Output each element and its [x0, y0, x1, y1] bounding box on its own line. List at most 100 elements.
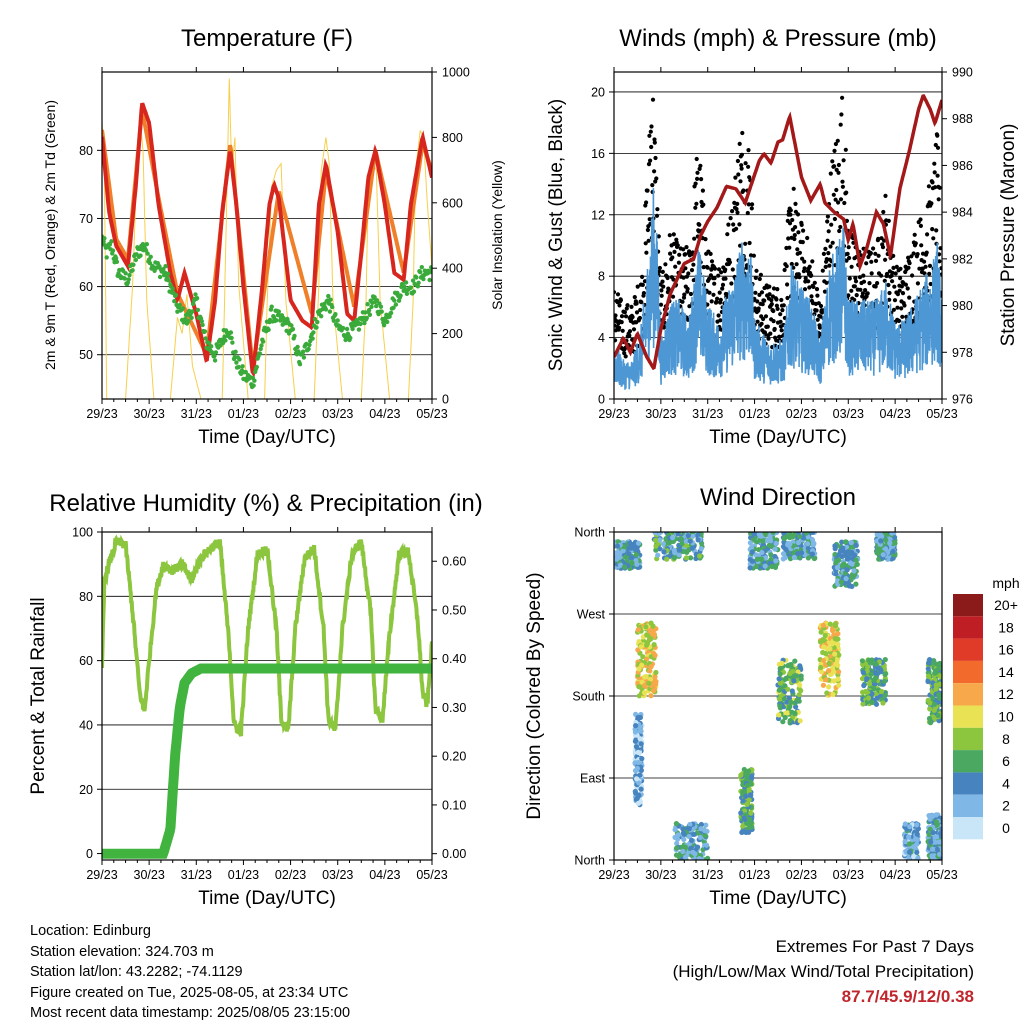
gust-point — [614, 313, 618, 318]
gust-point — [927, 263, 933, 268]
direction-point — [759, 550, 765, 556]
extremes-title: Extremes For Past 7 Days — [775, 937, 974, 956]
direction-point — [791, 678, 797, 684]
dewpoint-point — [157, 274, 163, 280]
colorbar-label: 16 — [998, 642, 1014, 658]
direction-point — [864, 676, 870, 682]
direction-point — [935, 712, 941, 719]
plot-frame — [101, 531, 433, 861]
gust-point — [753, 275, 758, 280]
gust-point — [826, 251, 831, 256]
direction-point — [860, 689, 866, 696]
gust-point — [846, 245, 851, 250]
dewpoint-point — [274, 318, 279, 323]
gust-point — [792, 236, 797, 242]
gust-point — [772, 326, 777, 332]
gust-point — [691, 262, 696, 267]
gust-point — [687, 304, 692, 309]
gust-point — [771, 286, 777, 291]
gust-point — [858, 287, 863, 292]
direction-point — [930, 695, 936, 701]
dewpoint-point — [374, 298, 380, 303]
direction-point — [628, 543, 634, 549]
dewpoint-point — [421, 276, 426, 282]
direction-point — [746, 821, 753, 828]
dewpoint-point — [209, 344, 214, 349]
direction-point — [635, 647, 641, 653]
direction-point — [688, 555, 694, 561]
x-axis-label: Time (Day/UTC) — [198, 888, 336, 909]
colorbar-label: 8 — [1002, 731, 1010, 747]
dewpoint-point — [229, 335, 234, 341]
direction-point — [848, 539, 854, 546]
direction-point — [932, 834, 938, 840]
colorbar-swatch — [953, 594, 983, 617]
gust-point — [794, 262, 799, 267]
gust-point — [716, 273, 721, 278]
gust-point — [741, 188, 746, 193]
dewpoint-point — [378, 304, 384, 309]
direction-point — [824, 690, 830, 696]
y-tick-label: 20 — [79, 783, 93, 797]
gust-point — [692, 236, 697, 241]
gust-point — [814, 287, 820, 292]
gust-point — [740, 130, 745, 136]
gust-point — [712, 281, 717, 286]
gust-point — [684, 245, 689, 250]
y2-tick-label: 980 — [952, 299, 973, 313]
direction-point — [780, 719, 786, 725]
gust-point — [907, 261, 912, 266]
gust-point — [758, 272, 764, 277]
y-tick-label: West — [577, 608, 606, 622]
direction-point — [783, 676, 789, 682]
gust-point — [886, 282, 891, 288]
gust-point — [617, 303, 622, 308]
direction-point — [832, 551, 838, 558]
direction-point — [674, 845, 680, 851]
dewpoint-point — [130, 268, 135, 273]
direction-point — [637, 772, 643, 778]
direction-point — [839, 539, 845, 545]
direction-point — [635, 800, 642, 806]
gust-point — [688, 291, 694, 297]
direction-point — [836, 552, 842, 558]
gust-point — [894, 264, 899, 269]
dewpoint-point — [402, 284, 407, 290]
gust-point — [828, 171, 833, 176]
colorbar-swatch — [953, 817, 983, 840]
direction-point — [768, 552, 774, 558]
direction-point — [635, 540, 642, 546]
gust-point — [676, 260, 682, 265]
gust-point — [736, 172, 741, 177]
gust-point — [673, 264, 678, 269]
direction-point — [678, 536, 684, 542]
direction-point — [785, 686, 791, 692]
humidity-line — [102, 534, 432, 737]
colorbar-swatch — [953, 638, 983, 661]
direction-point — [937, 673, 942, 679]
direction-point — [839, 563, 846, 569]
direction-point — [915, 855, 921, 860]
gust-point — [720, 286, 725, 291]
dewpoint-point — [203, 336, 208, 341]
gust-point — [641, 291, 647, 296]
location-text: Location: Edinburg — [30, 923, 151, 939]
direction-point — [647, 668, 653, 674]
direction-point — [912, 836, 918, 842]
y-tick-label: 60 — [79, 280, 93, 294]
direction-point — [832, 546, 838, 552]
gust-point — [723, 276, 728, 281]
gust-point — [795, 212, 801, 217]
gust-point — [779, 297, 784, 303]
gust-point — [730, 267, 735, 272]
direction-point — [876, 556, 882, 562]
gust-point — [895, 292, 901, 297]
gust-point — [735, 158, 741, 164]
direction-point — [832, 651, 838, 657]
gust-point — [825, 214, 831, 219]
direction-point — [844, 567, 850, 573]
gust-point — [640, 274, 645, 279]
gust-point — [746, 164, 751, 169]
dewpoint-point — [260, 339, 266, 344]
direction-point — [614, 556, 620, 562]
